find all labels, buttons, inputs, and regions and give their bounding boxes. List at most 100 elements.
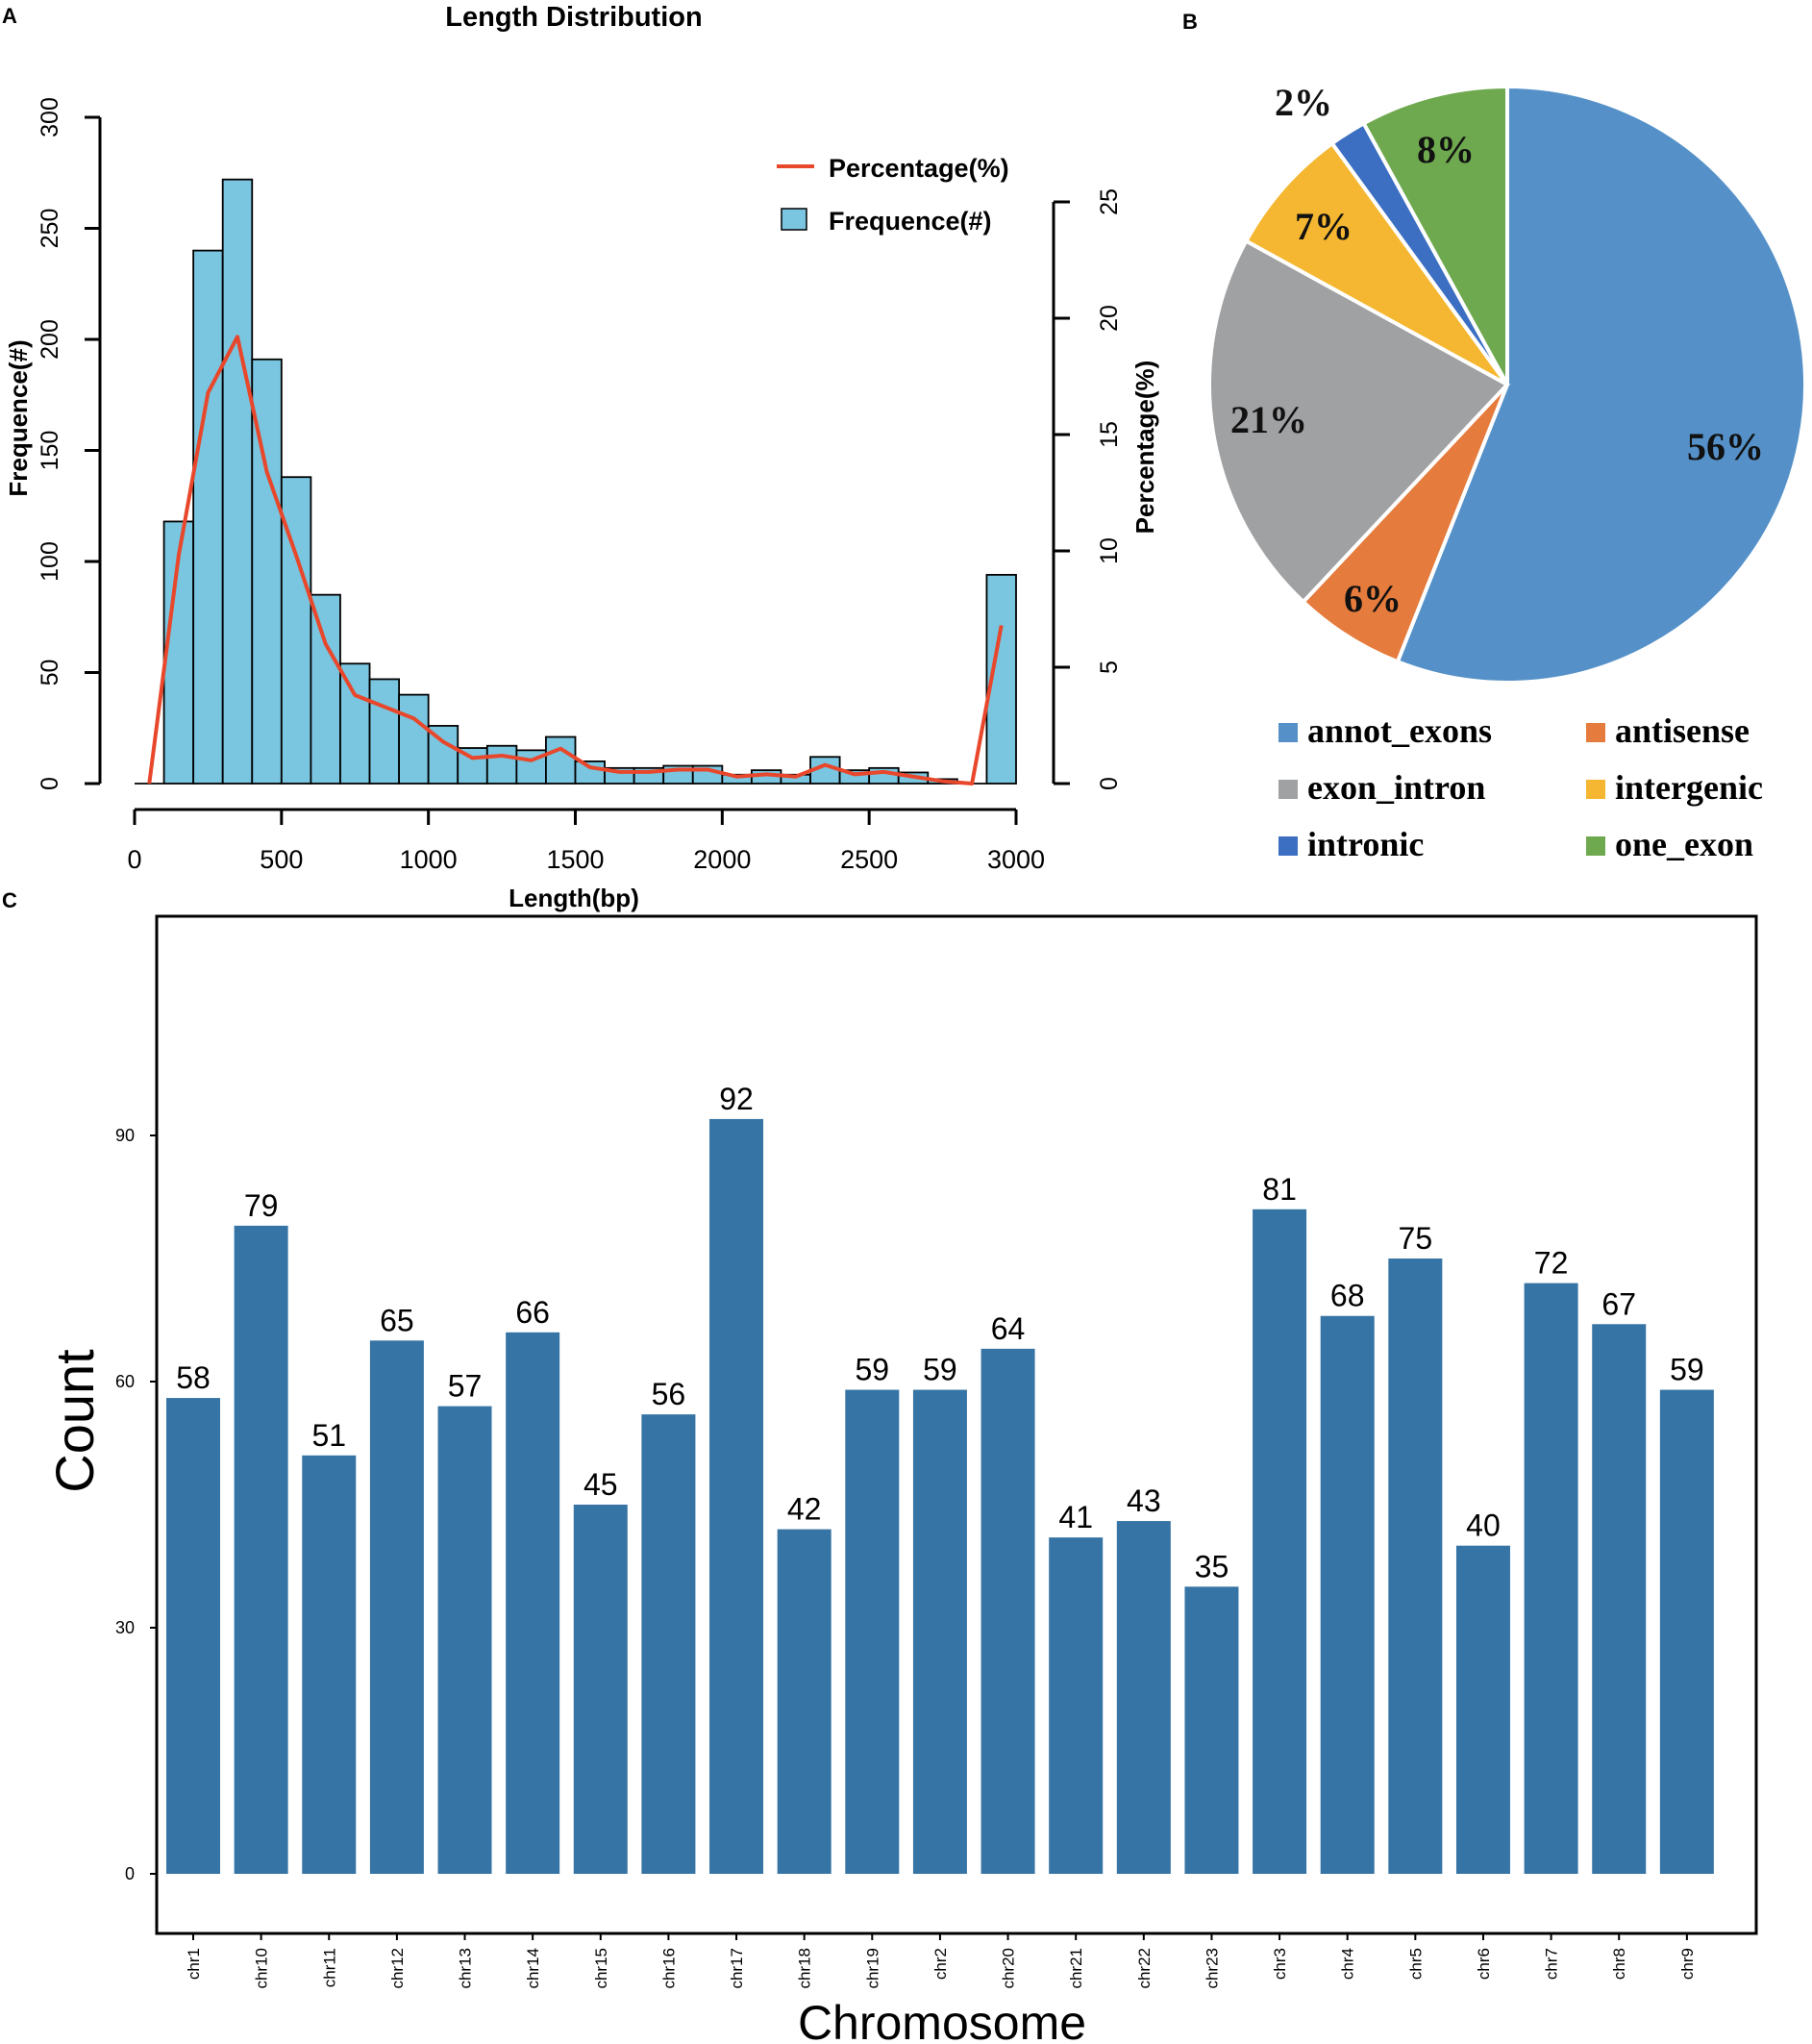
histogram-bar	[515, 749, 547, 785]
x-tick-label: 0	[127, 845, 141, 874]
y-tick-label: 200	[37, 319, 63, 360]
bar-value-label: 67	[1601, 1286, 1636, 1321]
x-tick-label: chr11	[320, 1948, 338, 1987]
legend-label-one-exon: one_exon	[1615, 825, 1753, 863]
bar-chr15	[573, 1505, 628, 1874]
x-tick-label: 500	[260, 845, 303, 874]
y-tick-label: 50	[37, 660, 63, 686]
chart-a-title: Length Distribution	[445, 2, 702, 33]
y-tick-label: 0	[37, 777, 63, 790]
x-tick-label: chr8	[1610, 1948, 1628, 1980]
y-tick-label-right: 20	[1096, 305, 1123, 332]
bar-value-label: 57	[448, 1369, 483, 1404]
histogram-bar	[339, 662, 371, 785]
pie-slice-label: 2%	[1275, 81, 1332, 124]
panel-letter-a: A	[2, 4, 17, 28]
x-tick-label: chr4	[1339, 1948, 1357, 1980]
histogram-bar	[221, 178, 254, 785]
x-tick-label: 1000	[400, 845, 458, 874]
y-tick-label: 0	[125, 1864, 135, 1883]
chart-a-axes: 0 500 1000 1500 2000 2500 30000501001502002503…	[37, 97, 1123, 874]
pie-slice-label: 7%	[1295, 205, 1353, 248]
x-tick-label: chr7	[1543, 1948, 1561, 1980]
legend-frequence-label: Frequence(#)	[829, 207, 992, 236]
x-tick-label: chr15	[592, 1948, 610, 1989]
bar-chr20	[980, 1348, 1035, 1874]
bar-value-label: 66	[515, 1295, 550, 1330]
bar-chr5	[1388, 1259, 1443, 1874]
bar-value-label: 64	[991, 1311, 1026, 1346]
x-tick-label: chr3	[1271, 1948, 1289, 1980]
x-tick-label: chr18	[796, 1948, 814, 1989]
histogram-bar	[545, 735, 577, 785]
chart-c-xlabel: Chromosome	[798, 1996, 1086, 2044]
bar-chr9	[1659, 1389, 1714, 1874]
bar-chr6	[1455, 1545, 1510, 1874]
chart-a-line-layer	[147, 335, 1004, 785]
chart-c-axes: 0 30 60 90	[115, 1126, 157, 1883]
histogram-bar	[192, 249, 224, 785]
x-tick-label: chr19	[863, 1948, 881, 1989]
x-tick-label: chr14	[524, 1948, 542, 1989]
x-tick-label: chr23	[1203, 1948, 1221, 1989]
chart-a-bars	[135, 178, 1017, 785]
y-tick-label-right: 5	[1096, 661, 1123, 674]
x-tick-label: 3000	[987, 845, 1045, 874]
panel-letter-c: C	[2, 888, 17, 912]
bar-chr2	[912, 1389, 967, 1874]
chart-a-xlabel: Length(bp)	[509, 884, 639, 912]
x-tick-label: chr17	[728, 1948, 746, 1989]
x-tick-label: chr16	[659, 1948, 678, 1989]
x-tick-label: chr6	[1475, 1948, 1493, 1980]
y-tick-label-right: 10	[1096, 537, 1123, 564]
chart-b-legend: annot_exons antisense exon_intron intergeni…	[1278, 711, 1763, 863]
pie-slice-label: 56%	[1687, 425, 1764, 468]
x-tick-label: chr10	[253, 1948, 271, 1989]
histogram-bar	[574, 760, 606, 785]
bar-chr8	[1592, 1324, 1647, 1874]
y-tick-label: 150	[37, 431, 63, 471]
x-tick-label: 2500	[840, 845, 898, 874]
bar-chr7	[1524, 1283, 1578, 1874]
bar-value-label: 58	[176, 1360, 211, 1395]
panel-letter-b: B	[1182, 10, 1198, 34]
x-tick-label: 1500	[546, 845, 604, 874]
y-tick-label: 90	[115, 1126, 135, 1145]
bar-chr18	[777, 1529, 832, 1874]
pie-slice-intergenic	[1243, 140, 1509, 386]
x-tick-label: chr21	[1067, 1948, 1085, 1989]
pie-slice-one-exon	[1360, 84, 1509, 386]
bar-value-label: 65	[380, 1303, 414, 1337]
bar-chr3	[1253, 1209, 1307, 1874]
bar-value-label: 79	[244, 1188, 279, 1223]
bar-chr16	[641, 1414, 696, 1874]
bar-value-label: 59	[923, 1353, 957, 1387]
bar-value-label: 92	[719, 1082, 754, 1116]
chart-a-ylabel: Frequence(#)	[4, 339, 33, 496]
legend-swatch-annot-exons	[1278, 723, 1298, 742]
bar-value-label: 41	[1058, 1500, 1093, 1534]
x-tick-label: chr9	[1678, 1948, 1697, 1980]
histogram-bar	[398, 693, 430, 785]
pie-slice-annot-exons	[1395, 84, 1807, 685]
bar-value-label: 43	[1127, 1483, 1161, 1518]
legend-label-intergenic: intergenic	[1615, 768, 1763, 807]
histogram-bar	[485, 744, 518, 785]
pie-slice-exon-intron	[1207, 237, 1511, 605]
bar-chr23	[1184, 1586, 1239, 1874]
histogram-bar	[280, 476, 312, 785]
chart-c-frame	[155, 914, 1758, 1935]
pie-slice-label: 6%	[1344, 577, 1402, 620]
legend-label-exon-intron: exon_intron	[1307, 768, 1485, 807]
bar-value-label: 45	[583, 1467, 618, 1502]
bar-value-label: 68	[1330, 1279, 1365, 1313]
x-tick-label: chr5	[1406, 1948, 1425, 1980]
y-tick-label: 300	[37, 97, 63, 137]
legend-label-antisense: antisense	[1615, 711, 1750, 750]
y-tick-label: 100	[37, 541, 63, 582]
bar-chr22	[1116, 1521, 1171, 1874]
x-tick-label: chr13	[457, 1948, 475, 1989]
x-tick-label: chr22	[1135, 1948, 1154, 1989]
bar-chr4	[1320, 1315, 1375, 1874]
